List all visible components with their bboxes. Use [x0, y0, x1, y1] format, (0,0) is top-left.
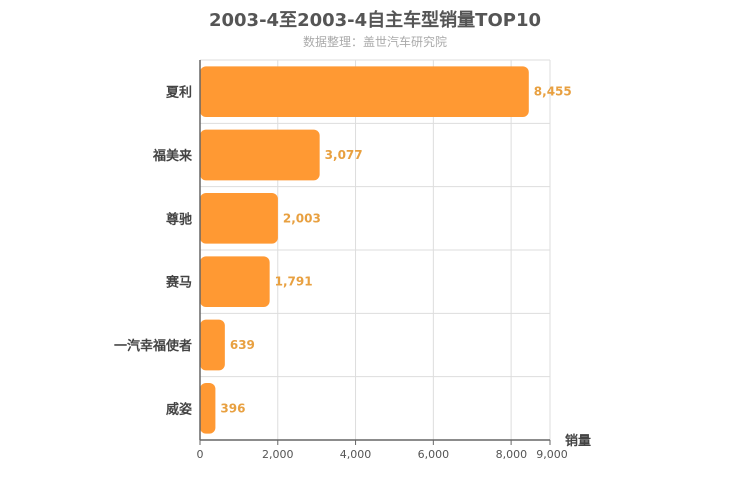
grid-lines [200, 59, 551, 441]
category-label: 赛马 [165, 275, 192, 291]
bar-value-label: 3,077 [325, 148, 363, 162]
axes [199, 60, 551, 445]
x-axis-title: 销量 [565, 433, 591, 449]
category-label: 一汽幸福使者 [114, 338, 192, 354]
bar [200, 66, 529, 117]
bar [200, 256, 270, 307]
x-tick-label: 0 [197, 448, 204, 461]
bar-value-label: 639 [230, 338, 255, 352]
x-tick-label: 4,000 [340, 448, 372, 461]
x-tick-label: 9,000 [536, 448, 568, 461]
bar-value-label: 2,003 [283, 211, 321, 225]
bar [200, 193, 278, 244]
x-tick-label: 6,000 [418, 448, 450, 461]
labels: 8,455 夏利 3,077 福美来 2,003 尊驰 1,791 赛马 639 一汽幸福使者 39… [114, 85, 591, 461]
chart-subtitle: 数据整理：盖世汽车研究院 [302, 35, 447, 49]
chart-title: 2003-4至2003-4自主车型销量TOP10 [208, 10, 541, 31]
category-label: 福美来 [152, 148, 193, 164]
bar [200, 129, 320, 181]
category-label: 威姿 [166, 401, 192, 417]
bar-value-label: 8,455 [534, 85, 572, 99]
bar [200, 319, 225, 371]
bars [200, 66, 529, 434]
bar-value-label: 1,791 [275, 275, 313, 289]
x-tick-label: 8,000 [496, 448, 528, 461]
bar-value-label: 396 [220, 401, 245, 415]
x-tick-label: 2,000 [262, 448, 294, 461]
bar [200, 383, 216, 434]
category-label: 尊驰 [166, 211, 192, 227]
category-label: 夏利 [165, 85, 192, 101]
